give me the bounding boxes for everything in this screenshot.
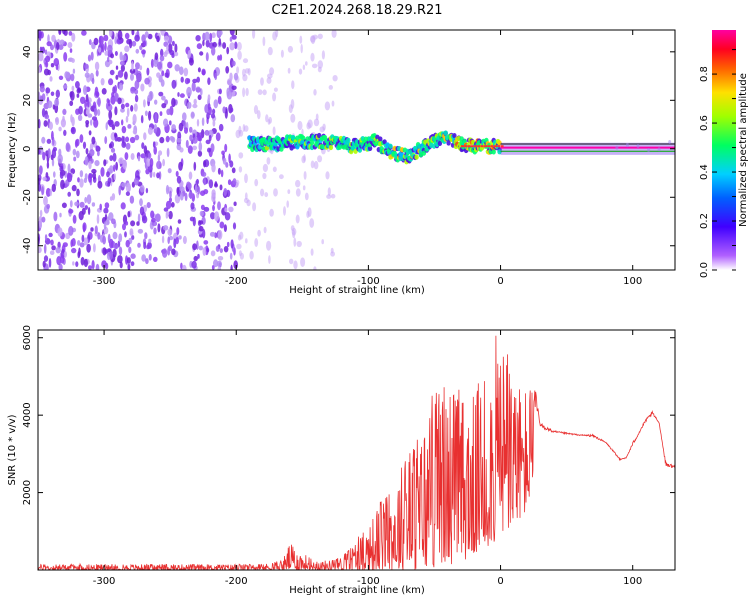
- spectrogram-xtick-label: -200: [225, 276, 248, 287]
- snr-frame: [37, 329, 676, 571]
- spectrogram-xtick-label: 0: [497, 276, 503, 287]
- spectrogram-ytick-label: 40: [22, 45, 33, 58]
- snr-ytick-label: 4000: [22, 402, 33, 427]
- colorbar-tick-label: 0.0: [699, 262, 710, 278]
- snr-series-line: [38, 335, 675, 570]
- colorbar-tick-label: 0.2: [699, 213, 710, 229]
- snr-xtick-label: -300: [93, 576, 116, 587]
- snr-ylabel: SNR (10 * v/v): [7, 414, 18, 485]
- snr-ytick-label: 6000: [22, 325, 33, 350]
- colorbar-label: Normalized spectral amplitude: [738, 73, 749, 227]
- spectrogram-xlabel: Height of straight line (km): [289, 285, 425, 296]
- spectrogram-ytick-label: -40: [22, 238, 33, 254]
- figure-title: C2E1.2024.268.18.29.R21: [271, 3, 442, 18]
- spectrogram-xtick-label: -300: [93, 276, 116, 287]
- snr-xtick-label: 0: [497, 576, 503, 587]
- spectrogram-signal-track: [247, 130, 502, 165]
- snr-xtick-label: -200: [225, 576, 248, 587]
- snr-xtick-label: 100: [623, 576, 642, 587]
- snr-ytick-label: 2000: [22, 480, 33, 505]
- colorbar-tick-label: 0.4: [699, 164, 710, 180]
- spectrogram-xtick-label: 100: [623, 276, 642, 287]
- spectrogram-carrier: [460, 140, 675, 155]
- colorbar: 0.0 0.2 0.4 0.6 0.8 Normalized spectral ampl…: [699, 30, 749, 278]
- spectrogram-ytick-label: 20: [22, 94, 33, 107]
- colorbar-tick-label: 0.8: [699, 66, 710, 82]
- spectrogram-image: [38, 30, 675, 270]
- colorbar-gradient: [712, 30, 736, 270]
- snr-axes: -300 -200 -100 0 100 2000 4000 6000: [22, 325, 675, 587]
- colorbar-tick-label: 0.6: [699, 115, 710, 131]
- snr-panel: -300 -200 -100 0 100 2000 4000 6000 Height of s…: [7, 325, 676, 596]
- snr-plot-area: [38, 335, 675, 570]
- spectrogram-ylabel: Frequency (Hz): [7, 112, 18, 188]
- spectrogram-ytick-label: -20: [22, 189, 33, 205]
- colorbar-ticks: 0.0 0.2 0.4 0.6 0.8: [699, 49, 736, 278]
- spectrogram-frame: [37, 29, 676, 271]
- spectrogram-ytick-label: 0: [22, 146, 33, 152]
- spectrogram-xtick-label: -100: [357, 276, 380, 287]
- snr-xlabel: Height of straight line (km): [289, 585, 425, 596]
- snr-xtick-label: -100: [357, 576, 380, 587]
